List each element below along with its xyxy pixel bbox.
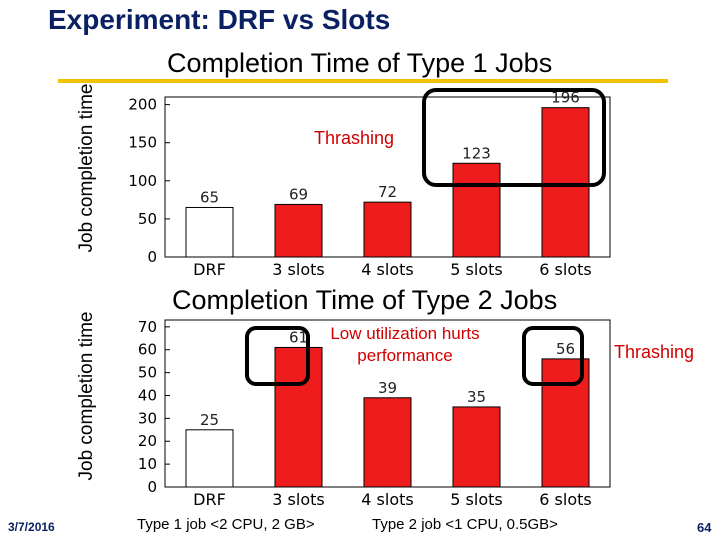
chart2-title: Completion Time of Type 2 Jobs <box>172 285 558 315</box>
chart1-bar-4-slots <box>363 201 412 258</box>
chart1-y-tick-label: 150 <box>128 134 157 152</box>
chart1-plot: 0 50 100 150 200 65 DRF 69 3 slots 72 4 slots 123 5 … <box>128 89 611 279</box>
chart2-thrashing-highlight-box <box>522 326 584 386</box>
chart1-y-tick-label: 100 <box>128 172 157 190</box>
chart2-low-utilization-annotation: Low utilization hurts performance <box>330 324 480 365</box>
chart2-plot: 0 10 20 30 40 50 60 70 25 DRF 61 3 slots 39 4 slots 35… <box>138 318 611 509</box>
slide-date: 3/7/2016 <box>8 520 55 534</box>
chart2-bar-5-slots <box>452 406 501 488</box>
chart1-bar-6-slots <box>541 107 590 258</box>
chart1-category-label: 5 slots <box>450 260 502 279</box>
chart2-data-label: 56 <box>556 340 575 358</box>
chart2-bar-3-slots <box>274 346 323 488</box>
chart2-y-tick-label: 0 <box>147 478 157 496</box>
chart1-y-tick-label: 0 <box>147 248 157 266</box>
chart2-y-tick-label: 70 <box>138 318 157 336</box>
chart2-category-label: 3 slots <box>272 490 324 509</box>
chart1-category-label: 3 slots <box>272 260 324 279</box>
chart1-category-label: 4 slots <box>361 260 413 279</box>
chart1-bar-drf <box>185 206 234 258</box>
chart2-category-label: 6 slots <box>539 490 591 509</box>
chart1-data-label: 65 <box>200 188 219 206</box>
chart1-y-tick-label: 50 <box>138 210 157 228</box>
chart2-category-label: DRF <box>193 490 226 509</box>
chart2-y-tick-label: 50 <box>138 364 157 382</box>
chart1-data-label: 72 <box>378 183 397 201</box>
footer-type2-job: Type 2 job <1 CPU, 0.5GB> <box>372 516 558 533</box>
chart1-bar-5-slots <box>452 162 501 258</box>
chart2-data-label: 61 <box>289 328 308 346</box>
chart1-thrashing-annotation: Thrashing <box>314 128 395 148</box>
chart2-bar-4-slots <box>363 397 412 488</box>
chart2-y-tick-label: 10 <box>138 455 157 473</box>
slide-page-number: 64 <box>697 520 712 535</box>
chart2-y-tick-label: 20 <box>138 432 157 450</box>
chart2-bar-drf <box>185 429 234 488</box>
chart2-low-utilization-highlight-box <box>245 326 310 386</box>
chart2-category-label: 4 slots <box>361 490 413 509</box>
chart1-bar-3-slots <box>274 203 323 258</box>
chart2-data-label: 39 <box>378 379 397 397</box>
chart1-category-label: 6 slots <box>539 260 591 279</box>
chart1-title: Completion Time of Type 1 Jobs <box>167 48 553 78</box>
chart1-data-label: 69 <box>289 185 308 203</box>
title-rule <box>58 79 668 83</box>
chart1-category-label: DRF <box>193 260 226 279</box>
chart2-thrashing-annotation: Thrashing <box>614 342 695 362</box>
chart1-thrashing-highlight-box <box>422 88 606 187</box>
chart2-data-label: 35 <box>467 388 486 406</box>
footer-type1-job: Type 1 job <2 CPU, 2 GB> <box>137 516 315 533</box>
chart1-data-label: 196 <box>551 89 580 107</box>
chart1-data-label: 123 <box>462 144 491 162</box>
chart2-category-label: 5 slots <box>450 490 502 509</box>
chart2-y-tick-label: 40 <box>138 386 157 404</box>
slide-title: Experiment: DRF vs Slots <box>48 4 391 35</box>
chart2-y-tick-label: 60 <box>138 341 157 359</box>
chart1-y-tick-label: 200 <box>128 96 157 114</box>
chart2-data-label: 25 <box>200 411 219 429</box>
chart2-y-tick-label: 30 <box>138 409 157 427</box>
